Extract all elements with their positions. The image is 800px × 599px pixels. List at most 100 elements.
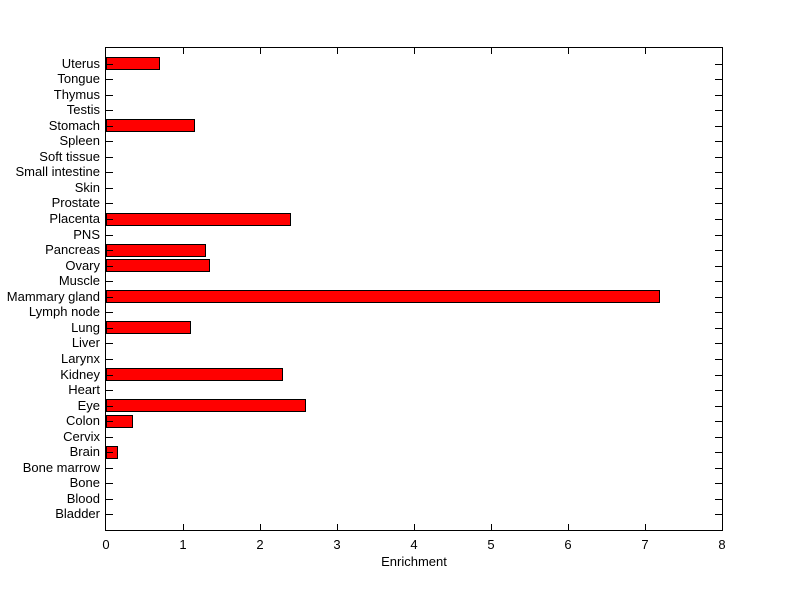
y-tick-left [106, 359, 113, 360]
x-tick-top [568, 48, 569, 54]
x-tick-label: 1 [179, 537, 187, 552]
y-label-bone-marrow: Bone marrow [22, 459, 100, 475]
y-label-mammary-gland: Mammary gland [6, 288, 100, 304]
y-tick-right [715, 235, 722, 236]
y-label-uterus: Uterus [61, 55, 100, 71]
y-tick-right [715, 437, 722, 438]
x-axis-label: Enrichment [381, 554, 447, 569]
y-label-liver: Liver [71, 335, 100, 351]
y-label-soft-tissue: Soft tissue [39, 148, 100, 164]
y-label-brain: Brain [69, 444, 100, 460]
y-tick-right [715, 188, 722, 189]
y-tick-left [106, 219, 113, 220]
y-label-eye: Eye [77, 397, 100, 413]
x-tick-bottom [337, 524, 338, 530]
y-label-spleen: Spleen [59, 133, 100, 149]
y-tick-left [106, 110, 113, 111]
y-tick-right [715, 95, 722, 96]
x-tick-top [337, 48, 338, 54]
x-tick-label: 8 [718, 537, 726, 552]
y-label-skin: Skin [74, 179, 100, 195]
y-tick-right [715, 126, 722, 127]
y-tick-left [106, 297, 113, 298]
y-tick-right [715, 219, 722, 220]
y-tick-left [106, 406, 113, 407]
x-tick-bottom [491, 524, 492, 530]
x-tick-label: 6 [564, 537, 572, 552]
y-tick-left [106, 172, 113, 173]
y-tick-right [715, 281, 722, 282]
y-tick-right [715, 343, 722, 344]
x-tick-bottom [183, 524, 184, 530]
y-tick-left [106, 375, 113, 376]
plot-area [105, 47, 723, 531]
y-tick-left [106, 281, 113, 282]
x-tick-top [260, 48, 261, 54]
y-label-bladder: Bladder [55, 506, 100, 522]
y-tick-right [715, 203, 722, 204]
y-label-lymph-node: Lymph node [28, 304, 100, 320]
x-tick-top [491, 48, 492, 54]
y-tick-right [715, 312, 722, 313]
y-tick-right [715, 297, 722, 298]
x-tick-bottom [260, 524, 261, 530]
y-label-pns: PNS [73, 226, 100, 242]
x-tick-label: 4 [410, 537, 418, 552]
x-tick-top [414, 48, 415, 54]
y-label-lung: Lung [71, 319, 100, 335]
y-tick-left [106, 483, 113, 484]
y-tick-right [715, 64, 722, 65]
y-tick-left [106, 126, 113, 127]
y-tick-left [106, 235, 113, 236]
y-tick-left [106, 514, 113, 515]
x-tick-label: 3 [333, 537, 341, 552]
x-tick-bottom [568, 524, 569, 530]
y-label-placenta: Placenta [49, 211, 100, 227]
y-tick-left [106, 203, 113, 204]
y-tick-right [715, 266, 722, 267]
y-label-colon: Colon [66, 413, 100, 429]
y-label-cervix: Cervix [63, 428, 100, 444]
bar-mammary-gland [106, 290, 660, 304]
y-label-prostate: Prostate [51, 195, 100, 211]
bar-placenta [106, 212, 291, 226]
y-tick-right [715, 406, 722, 407]
y-label-tongue: Tongue [57, 71, 100, 87]
y-tick-left [106, 79, 113, 80]
y-tick-left [106, 452, 113, 453]
y-tick-left [106, 328, 113, 329]
y-label-stomach: Stomach [48, 117, 100, 133]
y-label-kidney: Kidney [60, 366, 100, 382]
y-tick-right [715, 375, 722, 376]
y-tick-left [106, 421, 113, 422]
y-tick-right [715, 328, 722, 329]
y-tick-right [715, 390, 722, 391]
bar-kidney [106, 368, 283, 382]
x-tick-label: 5 [487, 537, 495, 552]
y-tick-right [715, 452, 722, 453]
x-tick-label: 7 [641, 537, 649, 552]
y-tick-left [106, 95, 113, 96]
y-tick-left [106, 312, 113, 313]
y-tick-left [106, 437, 113, 438]
y-label-heart: Heart [68, 382, 100, 398]
bar-uterus [106, 57, 160, 71]
y-tick-left [106, 141, 113, 142]
y-tick-right [715, 499, 722, 500]
y-tick-right [715, 468, 722, 469]
bar-stomach [106, 119, 195, 133]
bar-lung [106, 321, 191, 335]
y-tick-left [106, 64, 113, 65]
y-tick-right [715, 359, 722, 360]
y-tick-right [715, 514, 722, 515]
x-tick-label: 2 [256, 537, 264, 552]
y-tick-right [715, 483, 722, 484]
y-tick-right [715, 141, 722, 142]
y-tick-right [715, 79, 722, 80]
x-tick-bottom [645, 524, 646, 530]
y-tick-right [715, 110, 722, 111]
y-label-blood: Blood [66, 490, 100, 506]
y-tick-left [106, 157, 113, 158]
x-tick-top [183, 48, 184, 54]
